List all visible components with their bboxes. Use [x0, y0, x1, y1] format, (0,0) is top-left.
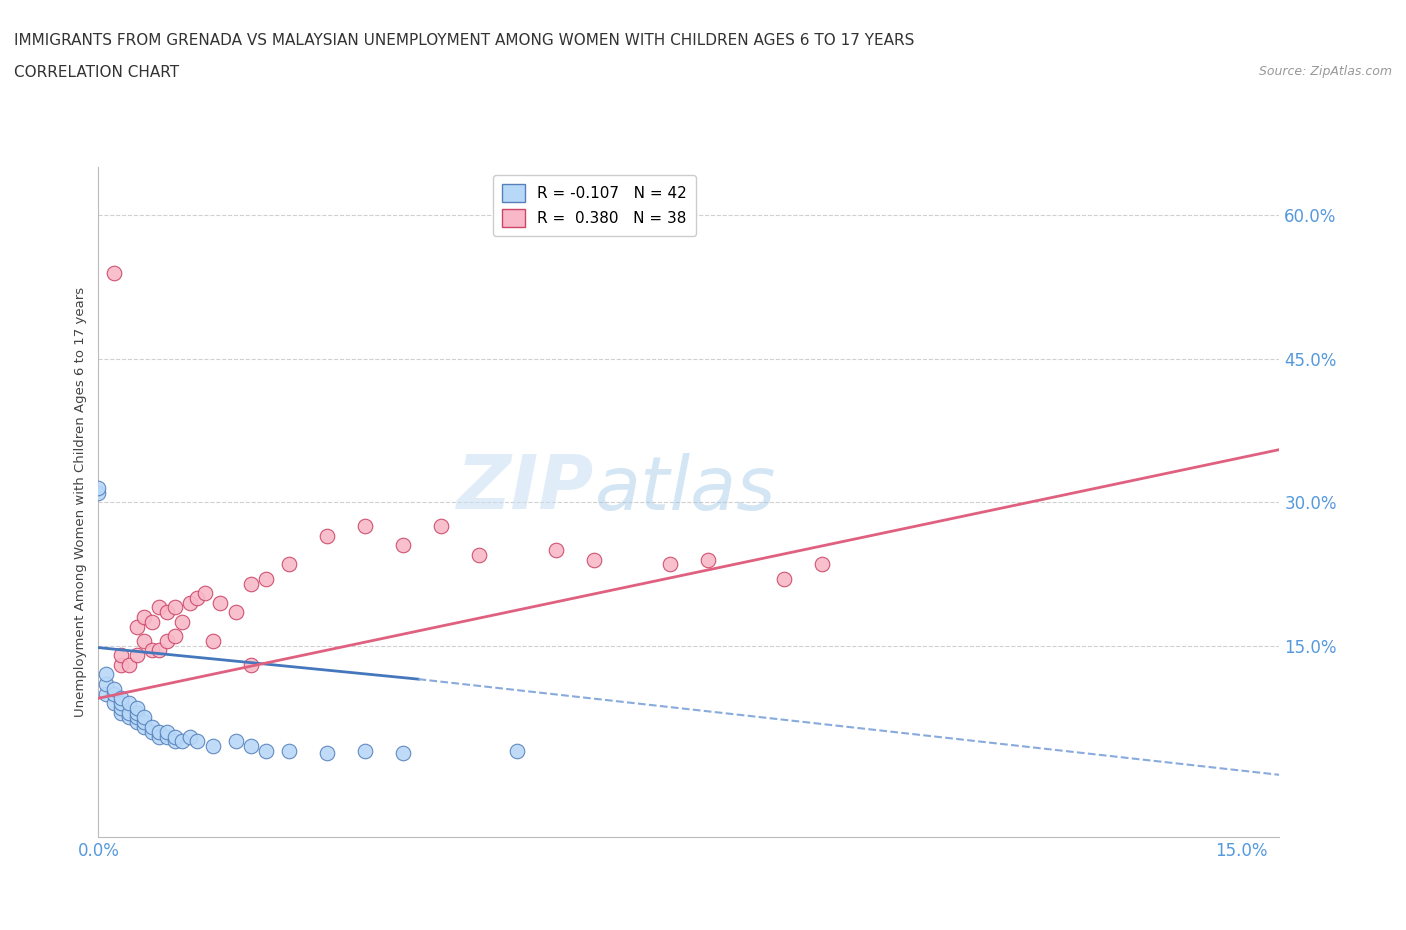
Point: [172, 734, 194, 749]
Point: [773, 571, 796, 586]
Point: [110, 691, 132, 706]
Point: [186, 591, 208, 605]
Point: [156, 724, 179, 739]
Point: [430, 519, 453, 534]
Point: [141, 615, 163, 630]
Point: [194, 586, 217, 601]
Point: [110, 658, 132, 672]
Point: [118, 658, 141, 672]
Point: [254, 571, 277, 586]
Point: [125, 710, 148, 724]
Point: [156, 604, 179, 619]
Point: [118, 710, 141, 724]
Point: [354, 519, 377, 534]
Point: [134, 633, 156, 648]
Point: [134, 720, 156, 735]
Point: [277, 743, 299, 758]
Point: [134, 609, 156, 624]
Point: [658, 557, 681, 572]
Point: [582, 552, 605, 567]
Point: [697, 552, 720, 567]
Point: [87, 485, 110, 500]
Point: [316, 745, 339, 760]
Point: [163, 629, 186, 644]
Point: [148, 600, 170, 615]
Point: [103, 686, 125, 701]
Point: [506, 743, 529, 758]
Point: [239, 738, 262, 753]
Point: [134, 715, 156, 730]
Point: [148, 724, 170, 739]
Point: [163, 729, 186, 744]
Point: [94, 676, 117, 691]
Point: [110, 696, 132, 711]
Point: [239, 576, 262, 591]
Point: [125, 619, 148, 634]
Point: [110, 648, 132, 663]
Point: [811, 557, 834, 572]
Point: [163, 734, 186, 749]
Point: [118, 705, 141, 720]
Point: [186, 734, 208, 749]
Point: [103, 682, 125, 697]
Point: [392, 538, 415, 552]
Point: [134, 710, 156, 724]
Point: [148, 729, 170, 744]
Point: [201, 633, 224, 648]
Point: [94, 667, 117, 682]
Text: IMMIGRANTS FROM GRENADA VS MALAYSIAN UNEMPLOYMENT AMONG WOMEN WITH CHILDREN AGES: IMMIGRANTS FROM GRENADA VS MALAYSIAN UNE…: [14, 33, 914, 47]
Point: [179, 729, 201, 744]
Text: CORRELATION CHART: CORRELATION CHART: [14, 65, 179, 80]
Point: [225, 604, 247, 619]
Point: [179, 595, 201, 610]
Point: [468, 548, 491, 563]
Point: [125, 705, 148, 720]
Text: Source: ZipAtlas.com: Source: ZipAtlas.com: [1258, 65, 1392, 78]
Point: [118, 696, 141, 711]
Point: [125, 700, 148, 715]
Point: [239, 658, 262, 672]
Point: [225, 734, 247, 749]
Y-axis label: Unemployment Among Women with Children Ages 6 to 17 years: Unemployment Among Women with Children A…: [75, 287, 87, 717]
Point: [354, 743, 377, 758]
Point: [209, 595, 232, 610]
Point: [392, 745, 415, 760]
Point: [125, 648, 148, 663]
Point: [172, 615, 194, 630]
Point: [544, 542, 567, 557]
Point: [141, 724, 163, 739]
Point: [163, 600, 186, 615]
Point: [277, 557, 299, 572]
Point: [87, 481, 110, 496]
Legend: R = -0.107   N = 42, R =  0.380   N = 38: R = -0.107 N = 42, R = 0.380 N = 38: [494, 175, 696, 236]
Point: [148, 643, 170, 658]
Point: [110, 705, 132, 720]
Point: [141, 643, 163, 658]
Point: [254, 743, 277, 758]
Point: [125, 715, 148, 730]
Point: [103, 696, 125, 711]
Text: ZIP: ZIP: [457, 452, 595, 525]
Point: [201, 738, 224, 753]
Point: [94, 686, 117, 701]
Point: [156, 729, 179, 744]
Point: [156, 633, 179, 648]
Point: [103, 265, 125, 280]
Point: [141, 720, 163, 735]
Point: [110, 700, 132, 715]
Point: [316, 528, 339, 543]
Text: atlas: atlas: [595, 453, 776, 525]
